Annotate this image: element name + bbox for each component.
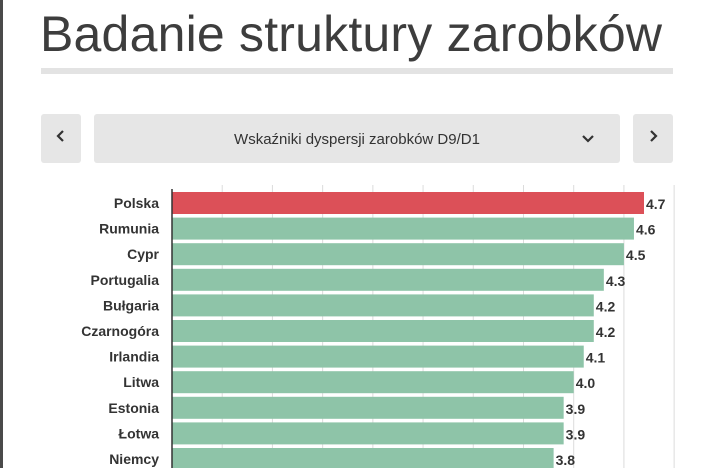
chart-category-label: Łotwa xyxy=(119,425,160,441)
chart-value-label: 4.6 xyxy=(636,222,656,238)
chart-value-label: 4.5 xyxy=(626,247,646,263)
chart-category-label: Portugalia xyxy=(91,272,160,288)
indicator-select-value: Wskaźniki dyspersji zarobków D9/D1 xyxy=(234,131,480,148)
chart-bars: Polska 4.7 Rumunia 4.6 Cypr 4.5 Portugalia 4.3 B… xyxy=(81,192,666,468)
chart-category-label: Estonia xyxy=(108,400,159,416)
chart-bar xyxy=(172,396,564,419)
chart-bar xyxy=(172,192,644,214)
chart-value-label: 3.8 xyxy=(556,452,576,468)
chart-value-label: 4.7 xyxy=(646,196,666,212)
chart-value-label: 4.2 xyxy=(596,298,616,314)
chart-category-label: Rumunia xyxy=(99,221,159,237)
chart-category-label: Irlandia xyxy=(109,349,159,365)
bar-chart: Polska 4.7 Rumunia 4.6 Cypr 4.5 Portugalia 4.3 B… xyxy=(81,185,675,468)
chart-bar xyxy=(172,268,604,291)
chart-value-label: 4.2 xyxy=(596,324,616,340)
chart-bar xyxy=(172,243,624,266)
chart-category-label: Polska xyxy=(114,195,159,211)
chart-category-label: Czarnogóra xyxy=(81,323,159,339)
indicator-select[interactable]: Wskaźniki dyspersji zarobków D9/D1 xyxy=(94,114,620,163)
chevron-down-icon xyxy=(580,133,596,145)
previous-button[interactable] xyxy=(41,114,81,163)
chart-category-label: Bułgaria xyxy=(103,297,159,313)
page-title: Badanie struktury zarobków xyxy=(40,6,663,62)
chart-value-label: 4.3 xyxy=(606,273,626,289)
chart-category-label: Cypr xyxy=(127,246,159,262)
chart-bar xyxy=(172,448,554,468)
chart-bar xyxy=(172,345,584,368)
chart-value-label: 4.1 xyxy=(586,350,606,366)
chart-bar xyxy=(172,320,594,342)
title-divider xyxy=(41,68,673,74)
chart-bar xyxy=(172,422,564,445)
chart-bar xyxy=(172,371,574,394)
chevron-right-icon xyxy=(647,129,659,148)
chevron-left-icon xyxy=(55,129,67,148)
chart-bar xyxy=(172,294,594,317)
next-button[interactable] xyxy=(633,114,673,163)
chart-category-label: Niemcy xyxy=(109,451,159,467)
left-border xyxy=(0,0,3,468)
chart-value-label: 4.0 xyxy=(576,375,596,391)
chart-value-label: 3.9 xyxy=(566,426,586,442)
chart-bar xyxy=(172,217,634,240)
chart-value-label: 3.9 xyxy=(566,401,586,417)
chart-category-label: Litwa xyxy=(123,374,159,390)
